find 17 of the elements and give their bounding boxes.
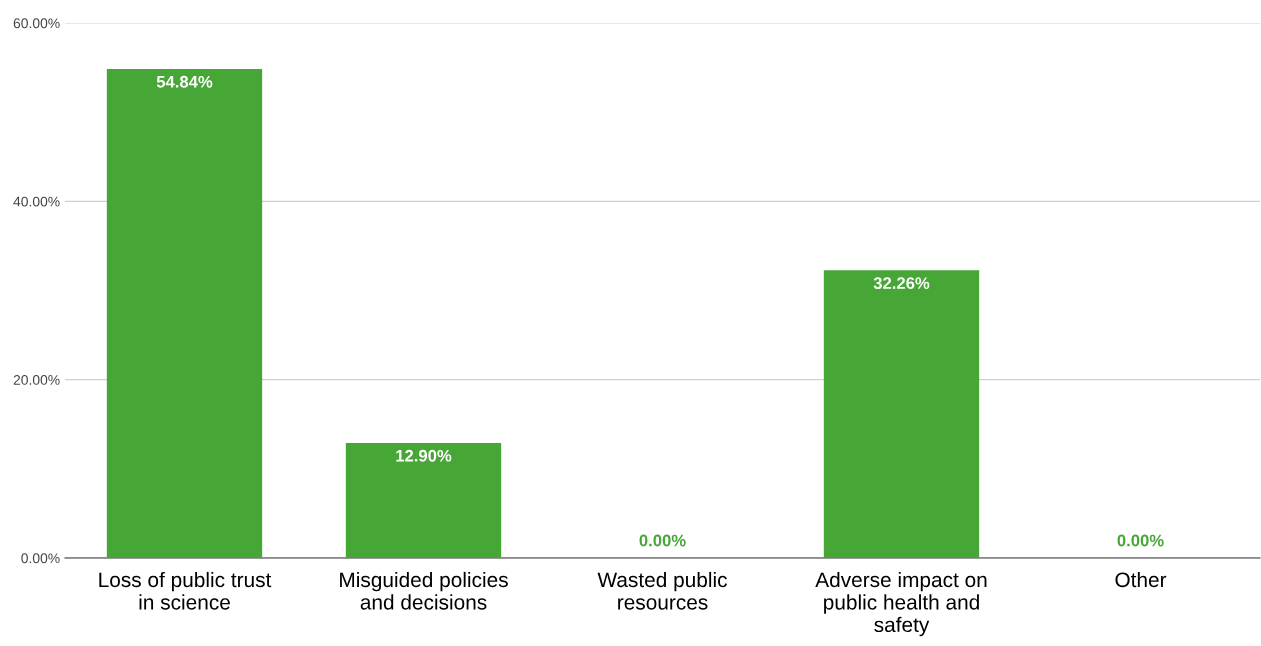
bar (106, 69, 263, 558)
x-tick-label: Other (1115, 571, 1167, 588)
data-label: 32.26% (873, 277, 930, 290)
x-tick-label: Misguided policies and decisions (340, 571, 508, 610)
data-label: 12.90% (396, 449, 452, 462)
data-label: 54.84% (156, 75, 213, 88)
y-tick-label: 20.00% (13, 375, 60, 385)
y-tick-label: 40.00% (13, 196, 60, 207)
y-tick-label: 60.00% (13, 18, 60, 29)
x-tick-label: Loss of public trust in science (99, 571, 272, 610)
bar (823, 270, 980, 558)
bar (345, 442, 502, 558)
x-tick-label: Wasted public resources (597, 571, 727, 610)
data-label: 0.00% (1117, 534, 1164, 547)
y-tick-label: 0.00% (21, 553, 60, 564)
data-label: 0.00% (639, 534, 686, 547)
x-tick-label: Adverse impact on public health and safety (815, 571, 987, 637)
